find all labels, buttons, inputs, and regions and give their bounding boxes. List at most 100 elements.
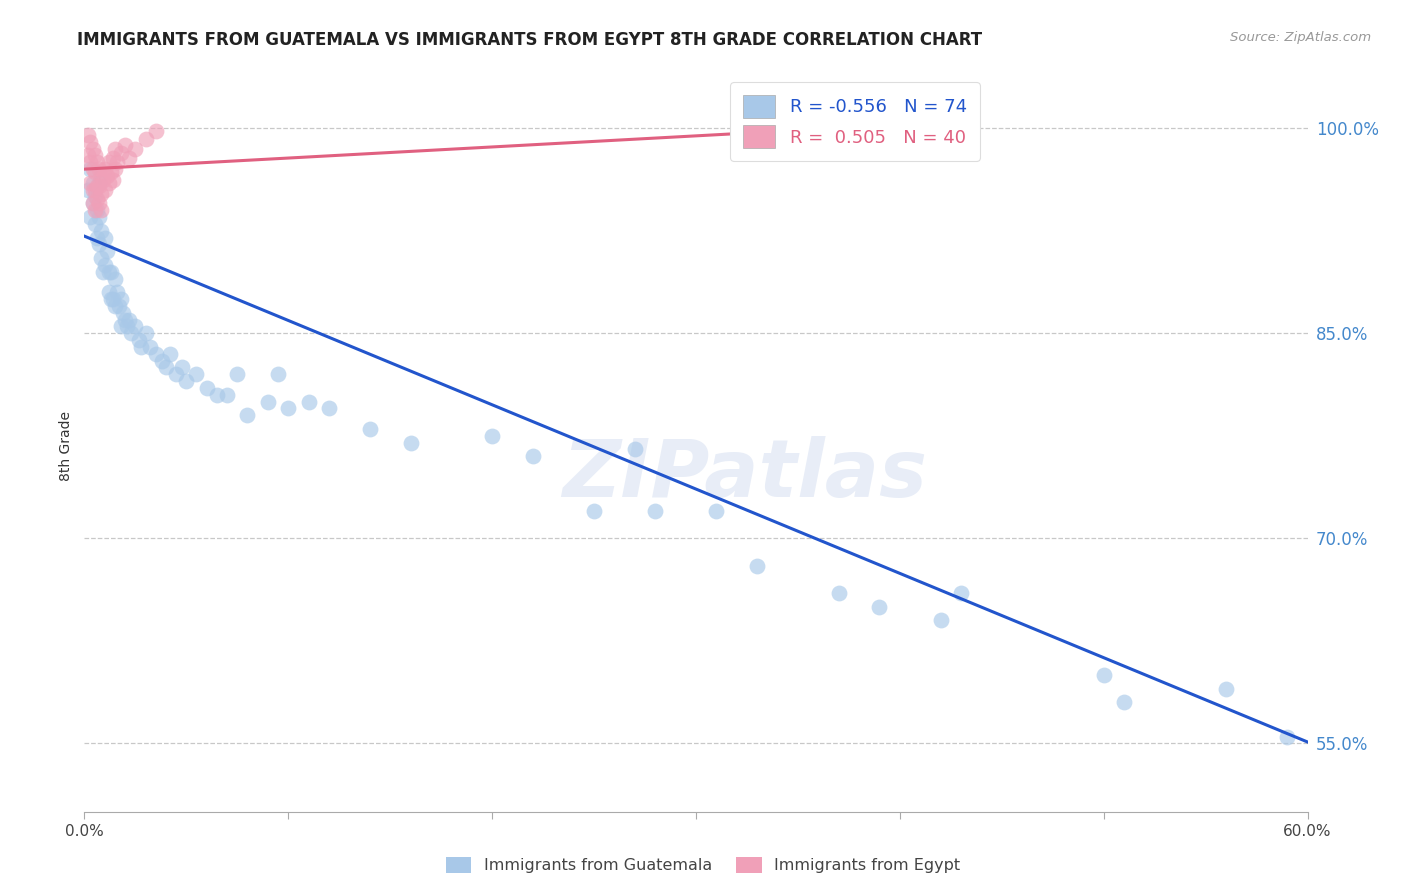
Point [97,265,120,279]
Point [90,224,112,238]
Point [145,124,167,138]
Point [87,210,110,224]
Text: Source: ZipAtlas.com: Source: ZipAtlas.com [1230,31,1371,45]
Point [96,169,118,183]
Point [118,312,141,326]
Point [120,326,142,341]
Point [124,142,146,156]
Point [77,183,100,197]
Point [110,145,132,160]
Point [100,292,122,306]
Text: IMMIGRANTS FROM GUATEMALA VS IMMIGRANTS FROM EGYPT 8TH GRADE CORRELATION CHART: IMMIGRANTS FROM GUATEMALA VS IMMIGRANTS … [77,31,983,49]
Point [82,162,104,177]
Point [87,176,110,190]
Point [86,230,108,244]
Point [87,237,110,252]
Point [128,333,150,347]
Point [91,265,114,279]
Point [950,586,973,600]
Point [236,409,259,423]
Point [87,178,110,193]
Point [83,148,105,162]
Point [114,312,136,326]
Point [298,394,321,409]
Point [82,196,104,211]
Point [522,449,544,463]
Point [86,192,108,206]
Point [93,258,115,272]
Point [115,319,138,334]
Point [101,151,124,165]
Point [90,203,112,218]
Point [77,148,100,162]
Point [104,299,127,313]
Point [124,319,146,334]
Point [195,381,218,395]
Point [96,244,118,259]
Point [118,151,141,165]
Point [138,340,160,354]
Point [110,292,132,306]
Point [105,285,128,300]
Point [97,285,120,300]
Point [135,326,157,341]
Point [79,135,101,149]
Point [583,504,606,518]
Point [257,394,280,409]
Point [135,132,157,146]
Legend: R = -0.556   N = 74, R =  0.505   N = 40: R = -0.556 N = 74, R = 0.505 N = 40 [730,82,980,161]
Point [1215,681,1237,696]
Point [90,186,112,201]
Point [159,347,181,361]
Point [114,137,136,152]
Point [104,271,127,285]
Point [83,203,105,218]
Point [93,183,115,197]
Point [91,173,114,187]
Point [82,183,104,197]
Point [82,196,104,211]
Point [79,176,101,190]
Point [174,374,197,388]
Point [93,162,115,177]
Point [82,176,104,190]
Point [101,292,124,306]
Point [747,558,769,573]
Point [481,429,503,443]
Point [104,162,127,177]
Point [83,217,105,231]
Point [644,504,666,518]
Point [105,155,128,169]
Point [97,176,120,190]
Point [90,251,112,265]
Point [706,504,728,518]
Point [828,586,851,600]
Point [86,203,108,218]
Point [82,142,104,156]
Point [101,173,124,187]
Point [869,599,891,614]
Legend: Immigrants from Guatemala, Immigrants from Egypt: Immigrants from Guatemala, Immigrants fr… [439,850,967,880]
Point [172,360,194,375]
Point [87,196,110,211]
Point [131,340,153,354]
Point [110,319,132,334]
Point [93,230,115,244]
Point [100,165,122,179]
Point [186,368,208,382]
Point [83,165,105,179]
Point [104,142,127,156]
Point [277,401,299,416]
Point [359,422,381,436]
Point [83,189,105,203]
Point [83,183,105,197]
Y-axis label: 8th Grade: 8th Grade [59,411,73,481]
Point [79,210,101,224]
Point [165,368,187,382]
Point [150,353,173,368]
Point [155,360,177,375]
Point [112,306,135,320]
Point [77,128,100,142]
Point [1114,695,1136,709]
Point [86,155,108,169]
